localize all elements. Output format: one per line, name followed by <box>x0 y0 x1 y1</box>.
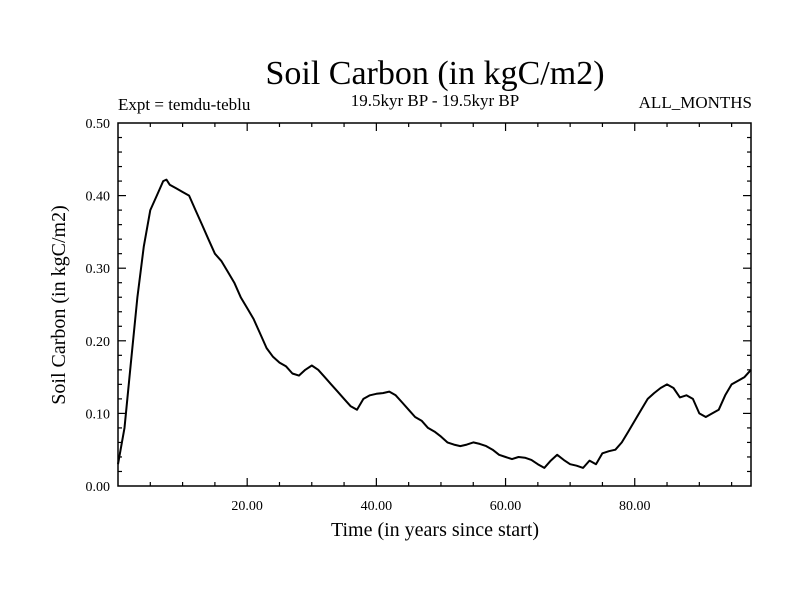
y-tick-label: 0.30 <box>86 262 111 277</box>
x-axis-label: Time (in years since start) <box>331 519 539 541</box>
months-label: ALL_MONTHS <box>639 93 752 112</box>
y-tick-label: 0.00 <box>86 480 111 495</box>
soil-carbon-line <box>117 178 752 469</box>
y-tick-label: 0.50 <box>86 117 111 132</box>
y-tick-label: 0.10 <box>86 407 111 422</box>
period-label: 19.5kyr BP - 19.5kyr BP <box>351 91 519 110</box>
x-tick-label: 40.00 <box>361 499 393 514</box>
y-tick-label: 0.20 <box>86 335 111 350</box>
x-tick-label: 60.00 <box>490 499 522 514</box>
y-tick-label: 0.40 <box>86 190 111 205</box>
x-tick-label: 80.00 <box>619 499 651 514</box>
chart-title: Soil Carbon (in kgC/m2) <box>265 55 604 92</box>
y-axis-label: Soil Carbon (in kgC/m2) <box>48 205 70 404</box>
x-tick-label: 20.00 <box>231 499 263 514</box>
data-line-group <box>117 178 752 469</box>
experiment-label: Expt = temdu-teblu <box>118 95 251 114</box>
tick-labels: 20.00 40.00 60.00 80.00 0.00 0.10 0.20 0.30 0.40… <box>86 117 651 514</box>
plot-frame <box>117 122 752 487</box>
